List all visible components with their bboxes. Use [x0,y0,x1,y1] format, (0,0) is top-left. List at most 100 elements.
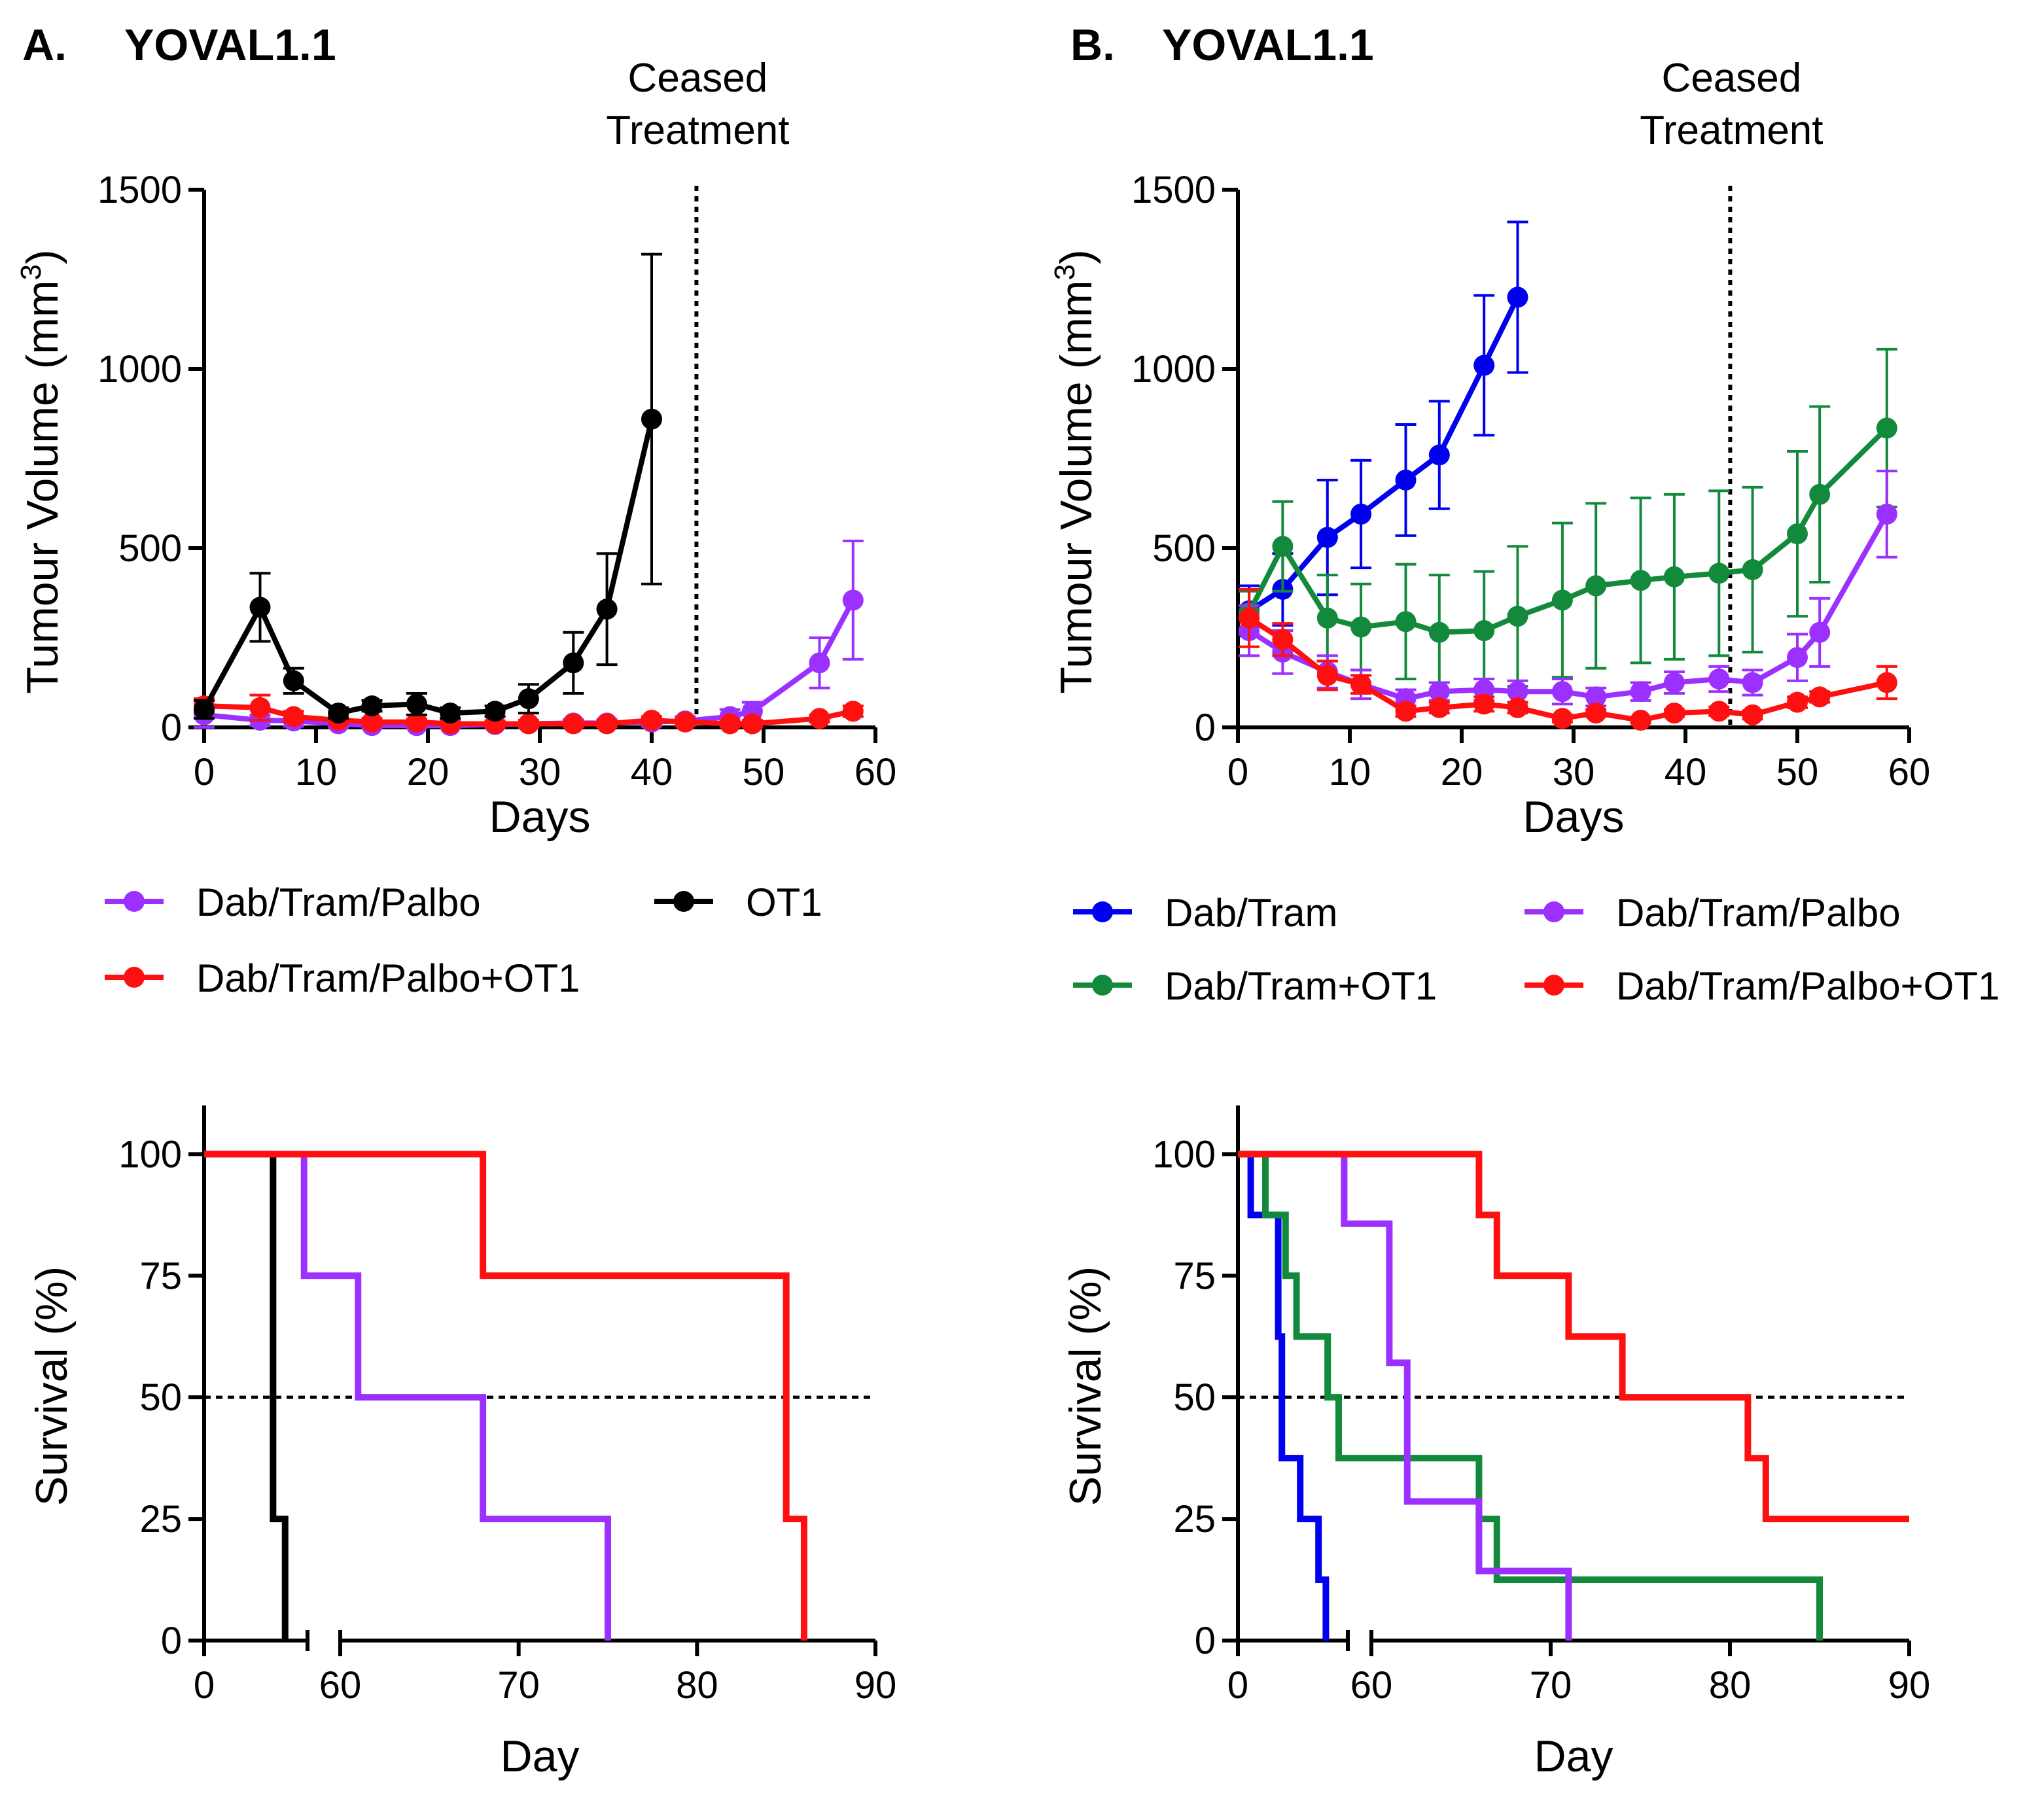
x-axis-label: Days [1523,792,1625,842]
data-point [1876,672,1897,693]
data-point [1507,606,1528,627]
x-tick-label: 40 [631,751,673,793]
panel-a-label: A. [22,20,67,70]
legend-item-dab-tram-palbo: Dab/Tram/Palbo [105,880,481,924]
y-tick-label: 0 [161,1620,182,1662]
data-point [1708,701,1730,722]
data-point [1507,697,1528,718]
data-point [361,711,383,733]
data-point [1428,444,1450,466]
data-point [1787,647,1808,669]
data-point [1663,566,1685,587]
legend-label: Dab/Tram/Palbo+OT1 [1616,964,2000,1008]
survival-curve-dab-tram-palbo [1238,1151,1572,1641]
B-tumour-chart: 0 500 1000 1500 0 10 20 30 40 50 60 Days Tumour Volu… [1049,56,2000,1008]
legend-label: OT1 [746,880,822,924]
survival-curve-dab-tram-palbo [204,1151,611,1641]
x-tick-label: 0 [194,751,215,793]
legend-label: Dab/Tram/Palbo [196,880,481,924]
data-point [1507,287,1528,308]
x-tick-label: 90 [855,1664,897,1707]
x-tick-label: 10 [295,751,338,793]
data-point [1350,616,1372,638]
data-point [1585,575,1607,597]
data-point [563,652,584,674]
data-point [1395,701,1417,722]
data-point [1272,536,1294,557]
series-line [202,418,654,716]
series-ot1 [194,252,662,724]
y-tick-label: 100 [1152,1133,1216,1175]
x-tick-label: 0 [1227,1664,1248,1707]
series-dab-tram-palbo-ot1 [1239,588,1897,731]
data-point [283,706,304,727]
x-tick-label: 50 [743,751,785,793]
x-tick-label: 90 [1888,1664,1931,1707]
legend: Dab/Tram Dab/Tram/Palbo Dab/Tram+OT1 Dab/Tr… [1073,891,2000,1008]
y-tick-label: 100 [118,1133,182,1175]
B-survival-chart: 0 25 50 75 100 0 60 70 80 90 Day Survival (%) [1061,1105,1930,1781]
data-point [842,589,864,611]
y-axis-label: Survival (%) [27,1266,77,1506]
data-point [1630,570,1651,591]
data-point [249,697,271,718]
survival-curve-dab-tram-ot1 [1238,1151,1823,1641]
annotation-treatment: Treatment [606,108,789,153]
series-dab-tram [1239,220,1528,638]
x-tick-label: 60 [319,1664,362,1707]
annotation-ceased: Ceased [628,56,768,101]
data-point [1551,708,1573,729]
y-axis-label: Tumour Volume (mm3) [15,249,67,693]
legend-item-dab-tram-palbo: Dab/Tram/Palbo [1524,891,1901,935]
x-tick-label: 60 [1888,751,1931,793]
data-point [1316,527,1338,548]
legend-label: Dab/Tram [1165,891,1338,935]
data-point [1239,607,1260,629]
data-point [361,695,383,717]
data-point [675,711,696,733]
data-point [1663,703,1685,724]
legend-item-dab-tram-palbo-ot1: Dab/Tram/Palbo+OT1 [1524,964,2000,1008]
x-tick-label: 50 [1776,751,1819,793]
x-axis-label: Day [1534,1731,1613,1781]
y-tick-label: 500 [1152,527,1216,570]
data-point [1473,355,1495,376]
data-point [1708,669,1730,690]
y-tick-label: 50 [139,1376,182,1419]
x-tick-label: 0 [194,1664,215,1707]
data-point [596,599,618,620]
data-point [1473,620,1495,642]
panel-b-title: YOVAL1.1 [1162,20,1374,70]
data-point [1742,704,1763,725]
legend-item-dab-tram: Dab/Tram [1073,891,1338,935]
data-point [518,688,539,710]
data-point [1350,674,1372,695]
data-point [1809,686,1831,708]
legend-item-dab-tram-palbo-ot1: Dab/Tram/Palbo+OT1 [105,956,580,1000]
data-point [1876,503,1897,525]
data-point [1316,607,1338,629]
data-point [1585,703,1607,724]
legend-label: Dab/Tram/Palbo+OT1 [196,956,580,1000]
y-tick-label: 75 [1173,1255,1216,1297]
data-point [1585,686,1607,708]
data-point [1507,681,1528,703]
survival-curve-dab-tram [1238,1151,1330,1641]
data-point [741,713,763,735]
x-tick-label: 0 [1227,751,1248,793]
data-point [1473,693,1495,715]
data-point [194,699,215,720]
data-point [249,597,271,618]
legend-label: Dab/Tram+OT1 [1165,964,1437,1008]
y-tick-label: 1000 [97,348,182,391]
x-tick-label: 70 [1530,1664,1572,1707]
survival-curve-dab-tram-palbo-ot1 [204,1151,807,1641]
data-point [1316,665,1338,686]
y-tick-label: 1500 [97,169,182,211]
data-point [1428,681,1450,703]
legend-swatch-marker [1092,975,1113,996]
data-point [1876,417,1897,439]
data-point [1350,503,1372,525]
data-point [1787,691,1808,713]
